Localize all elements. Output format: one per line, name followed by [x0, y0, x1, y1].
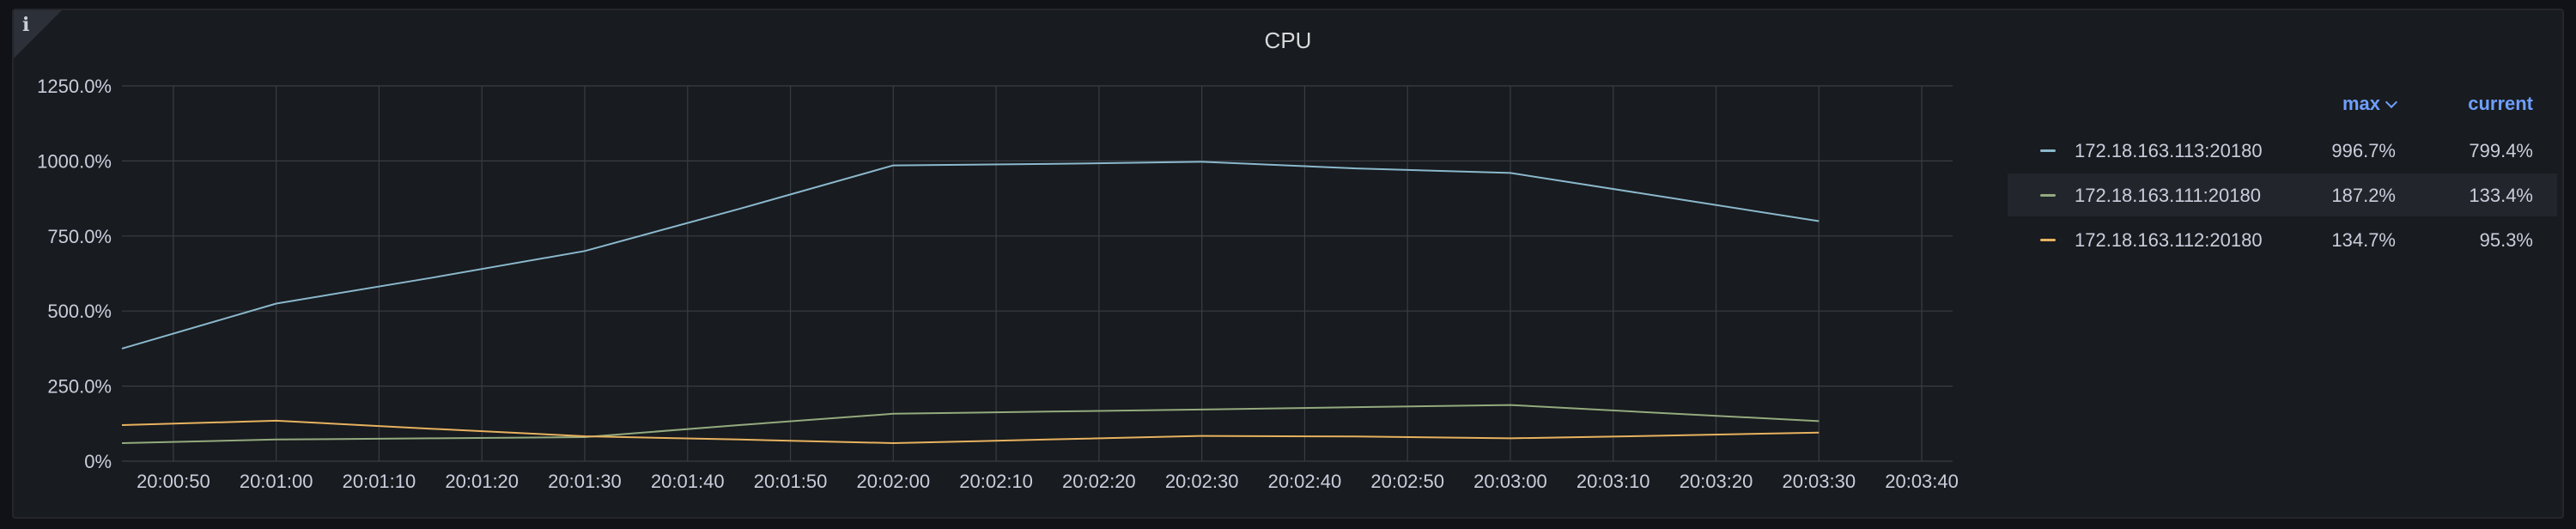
series-swatch	[2040, 239, 2056, 241]
legend-item[interactable]: 172.18.163.113:20180 996.7% 799.4%	[2008, 129, 2557, 172]
panel-info-corner[interactable]	[14, 10, 62, 58]
legend-series-name[interactable]: 172.18.163.111:20180	[2075, 185, 2261, 206]
legend-current-value: 133.4%	[2469, 185, 2533, 206]
series-swatch	[2040, 194, 2056, 197]
x-tick-label: 20:03:40	[1885, 471, 1959, 492]
x-tick-label: 20:01:10	[343, 471, 416, 492]
x-tick-label: 20:03:00	[1473, 471, 1547, 492]
x-tick-label: 20:02:10	[959, 471, 1033, 492]
panel-title[interactable]: CPU	[1264, 27, 1312, 53]
x-tick-label: 20:02:40	[1268, 471, 1342, 492]
series-line[interactable]	[121, 161, 1820, 350]
x-tick-label: 20:02:30	[1165, 471, 1239, 492]
legend-current-value: 799.4%	[2469, 140, 2533, 161]
legend-max-value: 134.7%	[2331, 229, 2396, 251]
x-tick-label: 20:02:50	[1370, 471, 1444, 492]
legend-item[interactable]: 172.18.163.111:20180 187.2% 133.4%	[2008, 173, 2557, 216]
legend-item[interactable]: 172.18.163.112:20180 134.7% 95.3%	[2008, 218, 2557, 261]
x-tick-label: 20:00:50	[137, 471, 210, 492]
series-line[interactable]	[121, 419, 1820, 444]
cpu-line-chart[interactable]: 0% 250.0% 500.0% 750.0% 1000.0% 1250.0% 20:00:…	[14, 10, 1989, 517]
info-icon[interactable]: i	[22, 14, 30, 36]
legend-series-name[interactable]: 172.18.163.112:20180	[2075, 229, 2263, 251]
x-tick-label: 20:01:30	[548, 471, 622, 492]
y-tick-label: 1250.0%	[37, 76, 112, 97]
cpu-panel: i CPU 0% 250.0% 500.0% 750.0% 1000.0% 1250.0%…	[12, 9, 2564, 519]
chart-legend: max current 172.18.163.113:20180 996.7% …	[2008, 82, 2557, 263]
x-tick-label: 20:01:40	[651, 471, 725, 492]
x-tick-label: 20:03:30	[1782, 471, 1856, 492]
legend-max-value: 187.2%	[2331, 185, 2396, 206]
legend-header: max current	[2008, 82, 2557, 129]
legend-sort-max[interactable]: max	[2342, 93, 2398, 115]
y-tick-label: 500.0%	[47, 301, 112, 322]
x-tick-label: 20:02:20	[1062, 471, 1136, 492]
x-tick-label: 20:01:50	[754, 471, 828, 492]
x-tick-label: 20:03:10	[1577, 471, 1650, 492]
legend-sort-current[interactable]: current	[2468, 93, 2533, 114]
series-swatch	[2040, 149, 2056, 152]
legend-current-value: 95.3%	[2479, 229, 2533, 251]
y-tick-label: 250.0%	[47, 376, 112, 398]
x-tick-label: 20:01:00	[240, 471, 313, 492]
x-tick-label: 20:03:20	[1680, 471, 1753, 492]
legend-header-max: max	[2342, 93, 2380, 114]
chevron-down-icon	[2385, 95, 2398, 109]
legend-series-name[interactable]: 172.18.163.113:20180	[2075, 140, 2263, 161]
x-tick-label: 20:01:20	[445, 471, 519, 492]
y-tick-label: 750.0%	[47, 226, 112, 247]
x-tick-label: 20:02:00	[856, 471, 930, 492]
legend-max-value: 996.7%	[2331, 140, 2396, 161]
y-tick-label: 1000.0%	[37, 150, 112, 172]
y-tick-label: 0%	[84, 451, 112, 472]
series-line[interactable]	[121, 404, 1820, 444]
